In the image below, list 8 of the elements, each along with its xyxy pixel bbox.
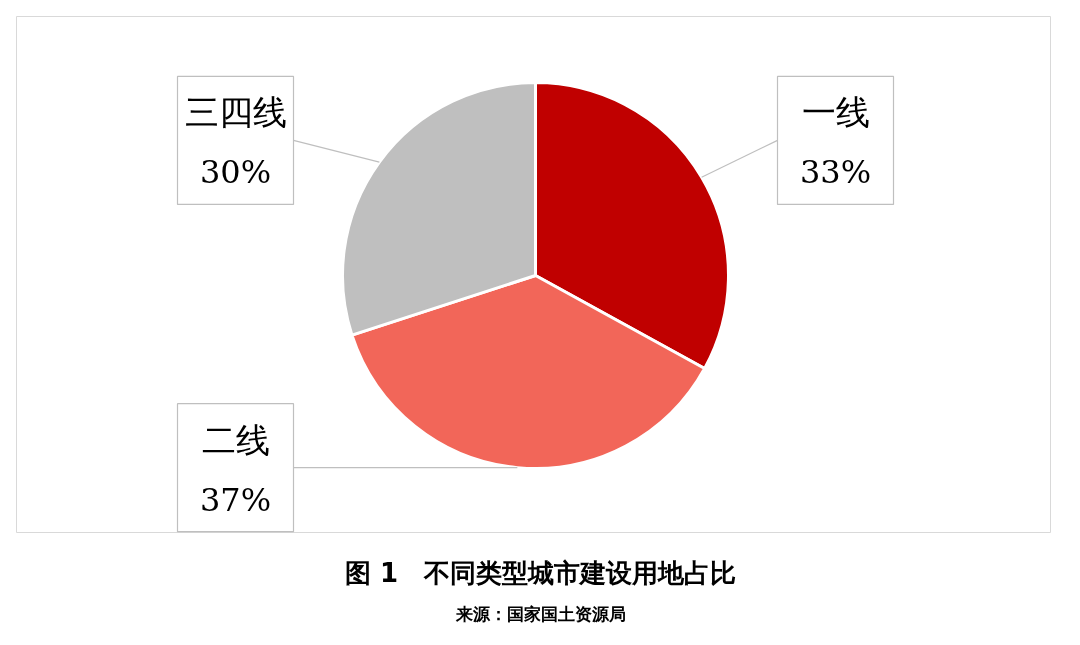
data-label: 33% [799,153,872,192]
slice-label: 三四线 [184,92,287,133]
data-label: 37% [199,480,272,519]
data-label: 30% [199,153,272,192]
text: 图 1 不同类型城市建设用地占比 [344,557,737,588]
source-note: 来源：国家国土资源局 [454,603,626,624]
slice-label: 二线 [201,419,270,460]
slice-label: 一线 [801,92,870,133]
